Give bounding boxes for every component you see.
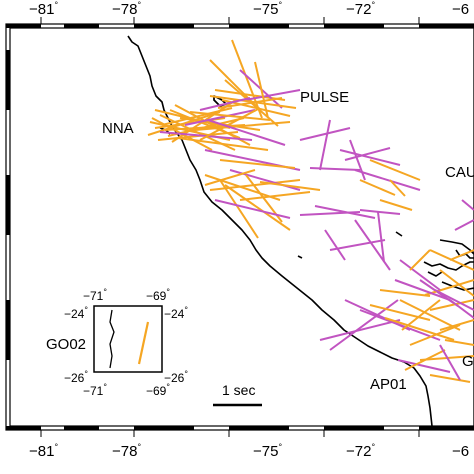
- split-bar: [461, 199, 474, 211]
- split-bar: [239, 191, 311, 201]
- split-bar: [369, 159, 421, 181]
- split-bar: [349, 139, 366, 181]
- split-bar: [177, 137, 269, 151]
- split-bar: [389, 179, 406, 197]
- split-bar: [377, 211, 385, 263]
- split-bar: [199, 107, 261, 141]
- split-bar: [394, 279, 451, 301]
- scale-bar: 1 sec: [213, 382, 262, 407]
- split-bar: [254, 61, 269, 119]
- inset-top-lon-69: −69°: [146, 287, 170, 303]
- station-label-nna: NNA: [102, 120, 134, 137]
- inset-station-label-go02: GO02: [46, 336, 86, 353]
- inset-bottom-lon-69: −69°: [146, 382, 170, 398]
- split-bar: [384, 317, 455, 341]
- bottom-lon-tick-69: −6: [452, 443, 469, 460]
- split-bar: [359, 179, 396, 196]
- splitting-bars: [147, 39, 474, 383]
- split-bar: [399, 299, 461, 331]
- split-bar: [214, 199, 291, 219]
- inset-split-bar: [137, 321, 150, 365]
- station-label-g-partial: G: [462, 353, 474, 370]
- scale-bar-label: 1 sec: [222, 382, 255, 398]
- bottom-lon-tick-75: −75°: [253, 442, 282, 460]
- split-bar: [354, 219, 391, 271]
- split-bar: [319, 119, 331, 171]
- inset-go02: −71° −69° −71° −69° −24° −26° −24° −26° …: [46, 287, 188, 398]
- station-label-pulse: PULSE: [300, 89, 349, 106]
- split-bar: [409, 324, 461, 346]
- split-bar: [204, 169, 256, 186]
- split-bar: [309, 167, 361, 171]
- split-bar: [199, 97, 251, 111]
- split-bar: [207, 119, 286, 146]
- split-bar: [439, 269, 474, 297]
- split-bar: [219, 159, 296, 169]
- station-label-ap01: AP01: [370, 376, 407, 393]
- top-lon-tick-69: −6: [452, 1, 469, 18]
- split-bar: [319, 319, 401, 341]
- top-lon-tick-72: −72°: [346, 0, 375, 18]
- split-bar: [219, 179, 259, 239]
- inset-bottom-lon-71: −71°: [83, 382, 107, 398]
- split-bar: [379, 289, 431, 297]
- split-bar: [339, 149, 401, 166]
- split-bar: [429, 249, 474, 271]
- inset-top-lon-71: −71°: [83, 287, 107, 303]
- split-bar: [324, 229, 346, 261]
- split-bar: [299, 127, 351, 141]
- split-bar: [184, 109, 256, 126]
- top-lon-tick-75: −75°: [253, 0, 282, 18]
- split-bar: [259, 181, 321, 191]
- split-bar: [444, 339, 474, 346]
- split-bar: [409, 249, 431, 271]
- split-bar: [439, 319, 474, 331]
- split-bar: [231, 39, 263, 119]
- split-bar: [434, 289, 474, 311]
- bottom-lon-tick-72: −72°: [346, 442, 375, 460]
- split-bar: [429, 299, 474, 311]
- coastline: [127, 35, 474, 427]
- split-bar: [204, 174, 281, 201]
- split-bar: [154, 109, 231, 129]
- bottom-longitude-labels: −81° −78° −75° −72° −6: [29, 442, 469, 460]
- split-bar: [369, 304, 431, 321]
- bottom-lon-tick-78: −78°: [112, 442, 141, 460]
- split-bar: [217, 97, 283, 109]
- split-bar: [379, 199, 413, 211]
- split-bar: [401, 299, 441, 331]
- top-lon-tick-81: −81°: [29, 0, 58, 18]
- split-bar: [214, 89, 286, 101]
- split-bar: [449, 249, 474, 261]
- top-lon-tick-78: −78°: [112, 0, 141, 18]
- split-bar: [314, 205, 376, 219]
- inset-left-lat-26: −26°: [64, 369, 88, 385]
- inset-left-lat-24: −24°: [64, 305, 88, 321]
- inset-right-lat-26: −26°: [164, 369, 188, 385]
- split-bar: [429, 374, 471, 383]
- split-bar: [454, 219, 474, 231]
- top-longitude-labels: −81° −78° −75° −72° −6: [29, 0, 469, 18]
- split-bar: [397, 359, 451, 373]
- split-bar: [344, 147, 391, 161]
- split-bar: [424, 279, 474, 296]
- station-label-cau: CAU: [445, 164, 474, 181]
- split-bar: [359, 309, 441, 341]
- map-frame: [5, 17, 474, 437]
- inset-right-lat-24: −24°: [164, 305, 188, 321]
- split-bar: [449, 299, 474, 319]
- split-bar: [329, 239, 386, 251]
- split-bar: [354, 169, 421, 191]
- split-bar: [189, 111, 271, 121]
- inset-frame: [93, 305, 163, 373]
- split-bar: [399, 259, 441, 291]
- split-bar: [224, 184, 291, 231]
- split-bar: [147, 111, 221, 136]
- inset-coastline: [109, 309, 115, 369]
- split-bar: [359, 209, 401, 215]
- bottom-lon-tick-81: −81°: [29, 442, 58, 460]
- split-bar: [244, 89, 301, 101]
- split-bar: [439, 344, 461, 381]
